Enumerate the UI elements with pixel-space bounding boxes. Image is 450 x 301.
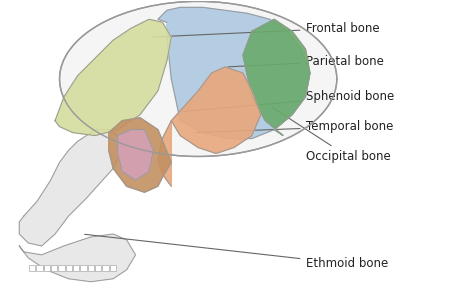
Text: Sphenoid bone: Sphenoid bone [183, 90, 394, 111]
Polygon shape [158, 7, 310, 138]
FancyBboxPatch shape [36, 265, 43, 271]
Polygon shape [158, 67, 261, 186]
FancyBboxPatch shape [73, 265, 79, 271]
Polygon shape [19, 234, 135, 282]
FancyBboxPatch shape [81, 265, 86, 271]
Polygon shape [117, 130, 153, 180]
FancyBboxPatch shape [51, 265, 57, 271]
Polygon shape [243, 19, 310, 135]
Polygon shape [55, 19, 171, 135]
Text: Frontal bone: Frontal bone [152, 22, 379, 37]
Text: Occipital bone: Occipital bone [272, 107, 390, 163]
FancyBboxPatch shape [95, 265, 101, 271]
Ellipse shape [59, 2, 337, 157]
FancyBboxPatch shape [102, 265, 108, 271]
Text: Parietal bone: Parietal bone [228, 54, 383, 67]
FancyBboxPatch shape [44, 265, 50, 271]
FancyBboxPatch shape [66, 265, 72, 271]
FancyBboxPatch shape [110, 265, 116, 271]
Polygon shape [109, 118, 171, 192]
FancyBboxPatch shape [88, 265, 94, 271]
Text: Temporal bone: Temporal bone [197, 120, 393, 133]
Text: Ethmoid bone: Ethmoid bone [85, 234, 388, 270]
FancyBboxPatch shape [29, 265, 36, 271]
Polygon shape [19, 130, 122, 246]
FancyBboxPatch shape [58, 265, 65, 271]
